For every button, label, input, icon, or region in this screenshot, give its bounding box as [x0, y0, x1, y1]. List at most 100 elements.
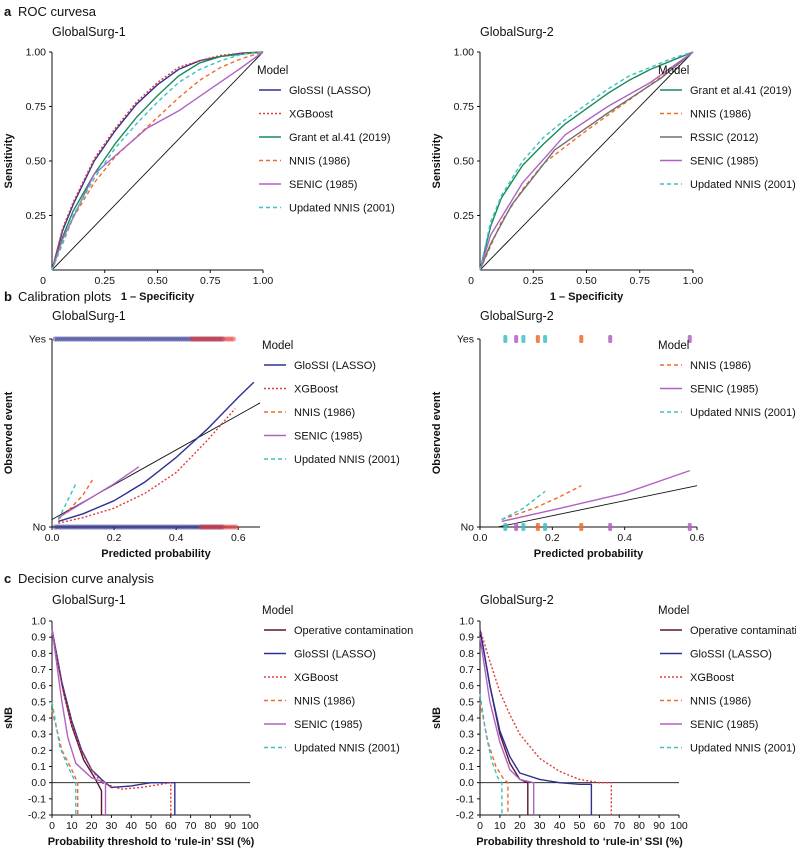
- section-b-letter: b: [4, 289, 12, 304]
- x-tick-label: 0: [49, 820, 55, 832]
- rug-point: [230, 336, 237, 342]
- rug-point: [215, 336, 221, 342]
- rug-point: [184, 336, 190, 342]
- rug-point: [65, 336, 71, 342]
- rug-point: [144, 336, 151, 342]
- rug-point: [92, 336, 98, 342]
- rug-point: [136, 336, 142, 342]
- legend-label: XGBoost: [294, 384, 338, 396]
- rug-point: [208, 336, 215, 342]
- rug-point: [191, 336, 197, 342]
- legend-title: Model: [658, 605, 689, 617]
- rug-point: [96, 336, 102, 342]
- rug-point: [211, 336, 217, 342]
- legend-label: SENIC (1985): [289, 179, 357, 191]
- rug-point: [209, 524, 215, 530]
- section-b-title: Calibration plots: [18, 289, 112, 304]
- rug-point: [116, 336, 122, 342]
- rug-point: [218, 524, 224, 530]
- rug-point: [219, 336, 225, 342]
- rug-point: [189, 336, 195, 342]
- y-tick-label: 0.7: [459, 664, 474, 676]
- rug-point: [109, 336, 115, 342]
- rug-point: [125, 524, 131, 530]
- legend-label: Updated NNIS (2001): [690, 743, 796, 755]
- y-tick-label: 0.75: [454, 101, 475, 113]
- series-line-rssic-2012-: [479, 51, 694, 271]
- rug-point: [169, 336, 175, 342]
- rug-point: [133, 336, 140, 342]
- x-tick-label: 60: [594, 820, 606, 832]
- y-tick-label: 0.6: [459, 680, 474, 692]
- y-tick-label: 0.50: [454, 156, 475, 168]
- rug-point: [217, 336, 223, 342]
- y-tick-label: -0.1: [456, 793, 474, 805]
- legend-label: SENIC (1985): [294, 431, 362, 443]
- y-tick-label: 0.75: [26, 101, 47, 113]
- y-tick-label: 0.3: [459, 729, 474, 741]
- rug-point: [54, 524, 60, 530]
- rug-point: [162, 524, 168, 530]
- chart-dca2: GlobalSurg-2 0 10 20 30 40 50 60 70 80 90 100 -0.2 -0…: [431, 593, 796, 848]
- rug-point: [224, 524, 231, 530]
- legend-label: Updated NNIS (2001): [690, 407, 796, 419]
- x-tick-label: 90: [224, 820, 236, 832]
- rug-point: [226, 336, 232, 342]
- rug-point: [92, 524, 98, 530]
- rug-point: [70, 336, 76, 342]
- legend-label: Operative contamination: [294, 625, 413, 637]
- chart-title: GlobalSurg-1: [52, 309, 126, 323]
- rug-point: [105, 336, 111, 342]
- chart-title: GlobalSurg-2: [480, 25, 554, 39]
- x-tick-label: 0.25: [523, 275, 544, 287]
- legend-label: NNIS (1986): [294, 696, 355, 708]
- rug-point: [173, 524, 179, 530]
- rug-point: [59, 524, 65, 530]
- x-axis-label: 1 – Specificity: [121, 291, 195, 303]
- x-tick-label: 0.0: [473, 532, 488, 544]
- rug-point: [208, 336, 214, 342]
- legend-label: Updated NNIS (2001): [690, 179, 796, 191]
- x-axis-label: Predicted probability: [101, 548, 211, 560]
- y-axis-label: sNB: [431, 707, 443, 729]
- rug-point: [213, 524, 220, 530]
- rug-point: [78, 524, 85, 530]
- legend-label: GloSSI (LASSO): [289, 85, 371, 97]
- rug-point: [142, 524, 148, 530]
- legend-label: GloSSI (LASSO): [294, 360, 376, 372]
- series-line-grant-et-al-41-2019-: [479, 51, 694, 271]
- rug-point: [164, 336, 170, 342]
- rug-point: [207, 524, 213, 530]
- x-tick-label: 1.00: [683, 275, 704, 287]
- rug-point: [63, 524, 69, 530]
- rug-point: [127, 524, 133, 530]
- rug-point: [160, 524, 166, 530]
- reference-line: [497, 485, 698, 528]
- rug-point: [199, 336, 206, 342]
- section-c-title: Decision curve analysis: [18, 571, 154, 586]
- rug-point: [105, 524, 111, 530]
- y-tick-label: 0.8: [459, 648, 474, 660]
- rug-point: [76, 336, 82, 342]
- rug-point: [219, 336, 226, 342]
- rug-point: [188, 336, 195, 342]
- rug-point: [231, 524, 237, 530]
- rug-point: [169, 524, 175, 530]
- x-tick-label: 70: [185, 820, 197, 832]
- rug-point: [191, 524, 197, 530]
- rug-point: [503, 523, 508, 531]
- x-tick-label: 10: [66, 820, 78, 832]
- rug-point: [85, 524, 91, 530]
- x-tick-label: 40: [125, 820, 137, 832]
- rug-point: [195, 524, 201, 530]
- rug-point: [220, 524, 226, 530]
- legend-label: NNIS (1986): [690, 109, 751, 121]
- y-tick-label: 0.2: [31, 745, 46, 757]
- rug-point: [61, 524, 67, 530]
- rug-point: [535, 523, 540, 531]
- series-line-senic-1985-: [57, 466, 140, 519]
- legend-title: Model: [262, 340, 293, 352]
- series-line-glossi-lasso-: [479, 628, 593, 815]
- y-tick-label: 0.7: [31, 664, 46, 676]
- y-tick-label: 0.9: [459, 632, 474, 644]
